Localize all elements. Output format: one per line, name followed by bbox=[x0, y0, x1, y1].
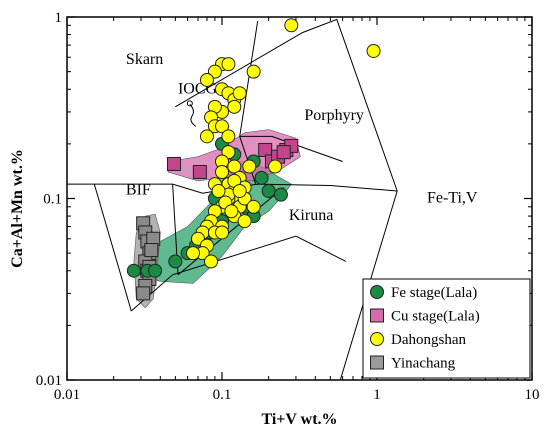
x-tick-label: 1 bbox=[373, 387, 381, 403]
point-fe-stage-lala bbox=[261, 183, 276, 198]
region-label-skarn: Skarn bbox=[126, 51, 163, 68]
region-label-fe-ti-v: Fe-Ti,V bbox=[427, 190, 478, 207]
legend-marker-fe-stage-lala bbox=[370, 285, 384, 299]
point-dahongshan bbox=[199, 72, 214, 87]
point-fe-stage-lala bbox=[148, 263, 163, 278]
legend-label-yinachang: Yinachang bbox=[391, 356, 456, 372]
region-label-porphyry: Porphyry bbox=[304, 107, 364, 124]
point-cu-stage-lala bbox=[192, 164, 207, 179]
point-dahongshan bbox=[232, 86, 247, 101]
point-dahongshan bbox=[204, 254, 219, 269]
boundary-line-2 bbox=[93, 183, 132, 312]
iocg-pointer bbox=[189, 104, 197, 127]
legend-label-fe-stage-lala: Fe stage(Lala) bbox=[391, 285, 477, 301]
legend-box bbox=[362, 278, 531, 379]
point-dahongshan bbox=[215, 164, 229, 179]
iocg-pointer-dot bbox=[186, 100, 193, 107]
y-tick-label: 1 bbox=[55, 10, 63, 26]
point-dahongshan bbox=[232, 183, 247, 198]
point-dahongshan bbox=[211, 183, 226, 198]
point-dahongshan bbox=[224, 204, 239, 219]
point-yinachang bbox=[144, 243, 159, 258]
point-dahongshan bbox=[284, 18, 299, 33]
boundary-line-6 bbox=[175, 18, 398, 192]
point-cu-stage-lala bbox=[166, 156, 181, 171]
point-dahongshan bbox=[246, 64, 261, 79]
point-fe-stage-lala bbox=[126, 263, 141, 278]
point-yinachang bbox=[136, 286, 151, 301]
point-dahongshan bbox=[199, 129, 214, 144]
legend-label-dahongshan: Dahongshan bbox=[391, 332, 466, 348]
legend: Fe stage(Lala) Cu stage(Lala) Dahongshan Yi… bbox=[362, 278, 531, 379]
point-fe-stage-lala bbox=[254, 170, 269, 185]
boundary-line-5 bbox=[177, 187, 285, 276]
point-dahongshan bbox=[242, 159, 257, 174]
y-axis-title: Ca+Al+Mn wt.% bbox=[9, 149, 26, 268]
y-tick-label: 0.1 bbox=[43, 192, 62, 208]
point-cu-stage-lala bbox=[276, 145, 291, 160]
point-dahongshan bbox=[221, 129, 236, 144]
x-tick-label: 10 bbox=[525, 387, 540, 403]
point-dahongshan bbox=[186, 246, 201, 261]
x-tick-label: 0.1 bbox=[213, 387, 232, 403]
legend-label-cu-stage-lala: Cu stage(Lala) bbox=[391, 309, 480, 325]
point-dahongshan bbox=[221, 57, 236, 72]
boundary-line-3 bbox=[130, 235, 347, 312]
y-tick-label: 0.01 bbox=[36, 373, 62, 389]
legend-marker-dahongshan bbox=[370, 332, 384, 346]
legend-marker-cu-stage-lala bbox=[370, 308, 384, 323]
boundary-line-8 bbox=[239, 135, 343, 162]
x-axis-title: Ti+V wt.% bbox=[261, 411, 337, 428]
point-dahongshan bbox=[237, 214, 252, 229]
point-dahongshan bbox=[215, 119, 229, 134]
point-dahongshan bbox=[246, 199, 261, 214]
point-dahongshan bbox=[227, 99, 242, 114]
point-dahongshan bbox=[215, 225, 229, 240]
point-dahongshan bbox=[268, 159, 283, 174]
x-tick-label: 0.01 bbox=[54, 387, 80, 403]
legend-marker-yinachang bbox=[370, 355, 384, 370]
region-label-kiruna: Kiruna bbox=[289, 207, 333, 224]
data-points bbox=[126, 18, 381, 301]
point-dahongshan bbox=[227, 159, 242, 174]
point-fe-stage-lala bbox=[273, 187, 288, 202]
region-label-bif: BIF bbox=[126, 182, 151, 199]
point-fe-stage-lala bbox=[168, 254, 183, 269]
point-dahongshan bbox=[366, 43, 381, 58]
